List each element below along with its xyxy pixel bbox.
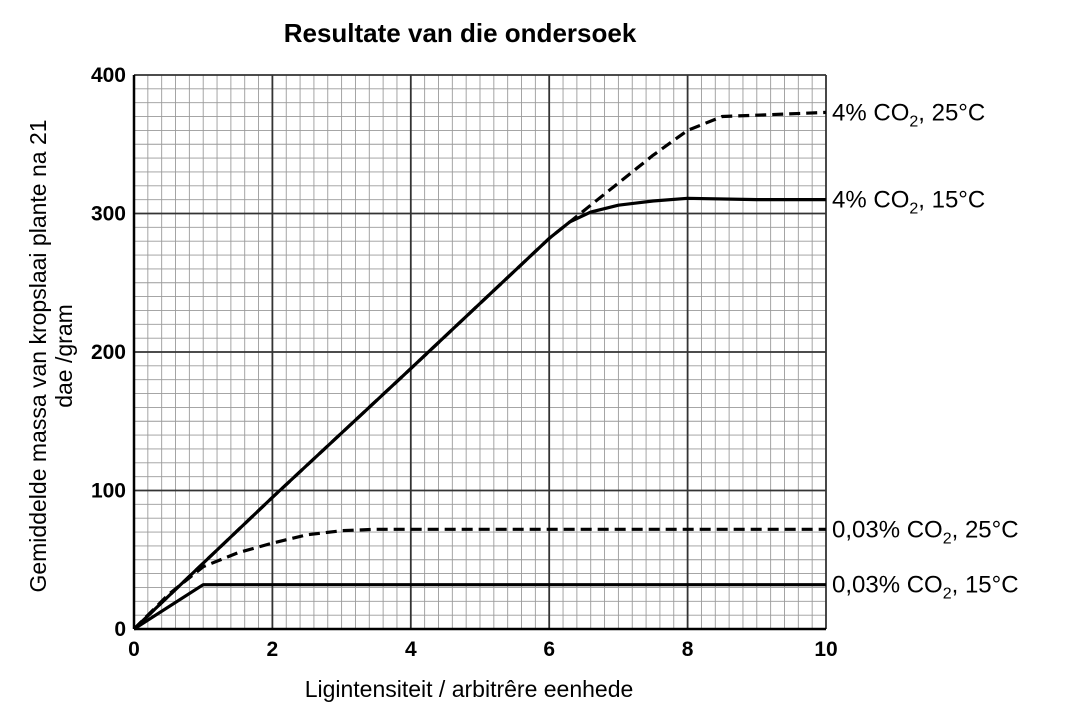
series-line	[133, 583, 826, 631]
x-tick-label: 10	[814, 638, 837, 661]
x-tick-label: 0	[128, 638, 140, 661]
series-lines	[132, 110, 827, 631]
series-label: 4% CO2, 25°C	[832, 99, 985, 130]
y-tick-labels: 0 100 200 300 400	[91, 64, 126, 641]
series-line	[132, 196, 826, 631]
y-axis-label: Gemiddelde massa van kropslaai plante na…	[25, 119, 77, 592]
y-tick-label: 400	[91, 64, 126, 87]
series-label: 0,03% CO2, 25°C	[832, 516, 1019, 547]
x-axis-label: Ligintensiteit / arbitrêre eenhede	[305, 676, 634, 702]
x-tick-label: 8	[682, 638, 694, 661]
x-tick-label: 4	[405, 638, 417, 661]
y-axis-label-line1: Gemiddelde massa van kropslaai plante na…	[25, 119, 51, 592]
y-tick-label: 300	[91, 203, 126, 226]
series-label: 0,03% CO2, 15°C	[832, 572, 1019, 603]
y-axis-label-line2: dae /gram	[51, 304, 77, 408]
y-tick-label: 100	[91, 480, 126, 503]
series-label: 4% CO2, 15°C	[832, 187, 985, 218]
x-tick-label: 6	[543, 638, 555, 661]
x-tick-label: 2	[267, 638, 279, 661]
y-tick-label: 0	[114, 618, 126, 641]
series-labels: 4% CO2, 25°C 4% CO2, 15°C 0,03% CO2, 25°C 0…	[832, 99, 1019, 602]
series-line	[132, 527, 826, 631]
axes	[132, 75, 826, 631]
x-tick-labels: 0 2 4 6 8 10	[128, 638, 838, 661]
chart-title: Resultate van die ondersoek	[284, 18, 637, 48]
y-tick-label: 200	[91, 341, 126, 364]
